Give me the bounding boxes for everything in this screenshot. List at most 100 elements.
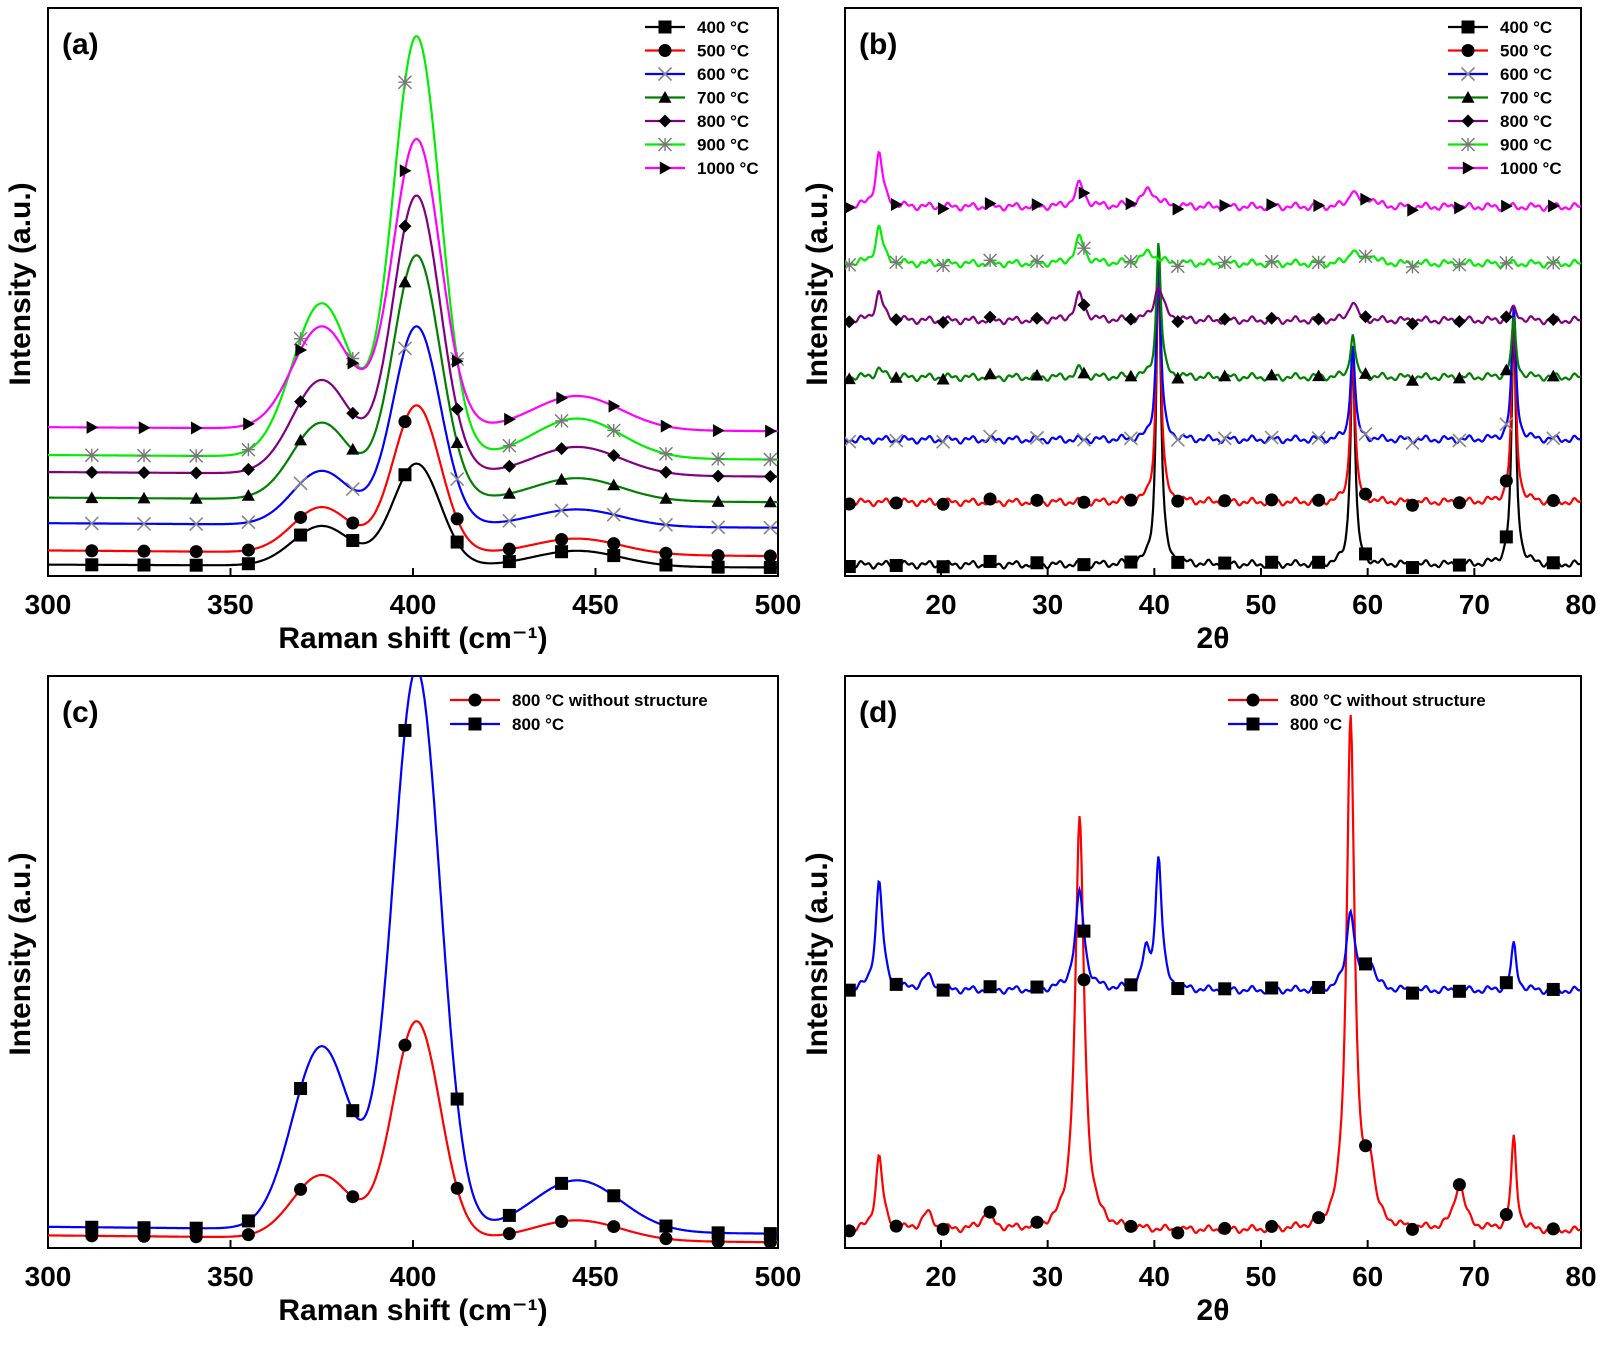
data-point xyxy=(889,313,903,327)
series-500-c xyxy=(845,255,1581,512)
x-tick-label: 80 xyxy=(1565,1261,1596,1292)
data-point xyxy=(398,219,412,233)
x-tick-label: 40 xyxy=(1139,1261,1170,1292)
data-point xyxy=(137,466,151,480)
data-point xyxy=(983,253,998,268)
legend: 400 °C 500 °C 600 °C 700 °C 800 °C 900 °C 1000… xyxy=(1448,18,1562,178)
data-point xyxy=(711,469,725,483)
x-tick-label: 30 xyxy=(1032,589,1063,620)
x-tick-label: 50 xyxy=(1245,1261,1276,1292)
x-tick-label: 500 xyxy=(755,1261,802,1292)
panel-label: (d) xyxy=(859,696,897,729)
data-point xyxy=(397,341,413,356)
data-point xyxy=(1029,430,1045,445)
legend-label: 800 °C xyxy=(1500,112,1552,131)
data-point xyxy=(398,415,412,429)
data-point xyxy=(1452,984,1466,998)
legend-label: 800 °C without structure xyxy=(512,691,708,710)
data-point xyxy=(1030,556,1044,570)
data-point xyxy=(1405,1222,1419,1236)
data-point xyxy=(1312,312,1326,326)
data-point xyxy=(294,1182,308,1196)
x-tick-label: 60 xyxy=(1352,1261,1383,1292)
data-point xyxy=(556,391,569,405)
data-point xyxy=(711,495,725,507)
data-point xyxy=(659,492,673,504)
data-point xyxy=(85,491,99,504)
legend-marker xyxy=(658,44,672,57)
legend-marker xyxy=(1246,693,1260,707)
data-point xyxy=(1218,369,1232,382)
legend-marker xyxy=(659,161,672,175)
data-point xyxy=(845,372,856,385)
data-point xyxy=(936,315,950,329)
data-point xyxy=(1501,199,1513,213)
series-400-c xyxy=(48,462,778,574)
legend-label: 900 °C xyxy=(1500,136,1552,155)
data-point xyxy=(84,516,99,531)
data-point xyxy=(1311,255,1326,270)
x-tick-label: 50 xyxy=(1245,589,1276,620)
data-point xyxy=(241,1228,255,1242)
data-point xyxy=(398,1038,412,1052)
plot-frame xyxy=(844,7,1582,577)
data-point xyxy=(712,424,725,438)
data-point xyxy=(1171,494,1185,508)
series-1000-c xyxy=(48,137,778,438)
data-point xyxy=(1265,1219,1279,1233)
data-point xyxy=(1313,198,1326,212)
data-point xyxy=(845,257,857,272)
data-point xyxy=(1405,498,1419,512)
legend-marker xyxy=(658,137,672,152)
series-line xyxy=(845,150,1581,212)
legend-marker xyxy=(1461,114,1475,128)
legend-marker xyxy=(658,20,672,34)
data-point xyxy=(1359,957,1373,971)
series-line xyxy=(48,404,778,558)
data-point xyxy=(450,1092,464,1106)
data-point xyxy=(1499,1207,1513,1221)
series-700-c xyxy=(48,254,778,508)
data-point xyxy=(711,549,725,563)
series-line xyxy=(845,254,1581,445)
data-point xyxy=(659,558,673,572)
series-900-c xyxy=(845,224,1581,274)
x-tick-label: 40 xyxy=(1139,589,1170,620)
legend-label: 600 °C xyxy=(697,65,749,84)
legend-label: 700 °C xyxy=(1500,89,1552,108)
panel-3: 300 350 400 450 500 Raman shift (cm⁻¹) Intensi… xyxy=(4,675,802,1327)
data-point xyxy=(450,1181,464,1195)
legend-label: 800 °C xyxy=(512,715,564,734)
data-point xyxy=(555,473,569,485)
legend-marker xyxy=(1246,717,1260,731)
data-point xyxy=(711,451,726,466)
data-point xyxy=(1077,973,1091,987)
series-800-c-without-structure xyxy=(845,714,1581,1240)
data-point xyxy=(659,1232,673,1246)
data-point xyxy=(606,507,621,522)
legend-marker xyxy=(1460,66,1476,82)
series-800-c-without-structure xyxy=(48,1020,778,1248)
data-point xyxy=(1548,199,1560,213)
data-point xyxy=(1124,1219,1138,1233)
data-point xyxy=(1030,980,1044,994)
data-point xyxy=(137,558,151,572)
data-point xyxy=(1218,982,1232,996)
data-point xyxy=(1265,311,1279,325)
panel-label: (a) xyxy=(62,28,99,61)
data-point xyxy=(1359,547,1373,561)
x-tick-label: 20 xyxy=(925,1261,956,1292)
plot-frame xyxy=(47,7,779,577)
data-point xyxy=(1546,1222,1560,1236)
data-point xyxy=(1454,201,1466,215)
data-point xyxy=(1124,369,1138,382)
x-axis-title: 2θ xyxy=(1197,1294,1230,1327)
data-point xyxy=(397,75,412,90)
data-point xyxy=(936,1222,950,1236)
data-point xyxy=(889,255,904,270)
data-point xyxy=(845,560,856,574)
data-point xyxy=(763,520,778,535)
legend-label: 1000 °C xyxy=(697,159,759,178)
legend-marker xyxy=(1462,161,1475,175)
data-point xyxy=(346,516,360,530)
